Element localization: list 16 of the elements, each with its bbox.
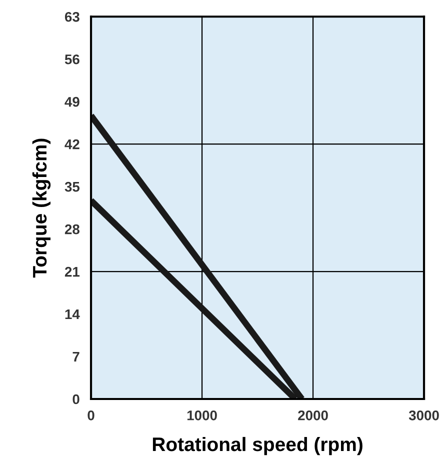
- y-tick-label: 56: [64, 54, 80, 64]
- y-tick-label: 7: [72, 352, 80, 362]
- x-tick-label: 0: [88, 410, 94, 420]
- x-tick-label: 3000: [408, 410, 439, 420]
- x-tick-label: 2000: [298, 410, 328, 420]
- y-tick-label: 63: [64, 12, 80, 22]
- x-tick-label: 1000: [187, 410, 217, 420]
- y-tick-label: 35: [64, 182, 80, 192]
- y-tick-label: 28: [64, 224, 80, 234]
- y-tick-label: 21: [64, 266, 80, 277]
- y-tick-label: 49: [64, 96, 80, 107]
- y-tick-label: 14: [65, 310, 80, 320]
- y-axis-title: Torque (kgfcm): [32, 138, 51, 278]
- x-axis-title: Rotational speed (rpm): [152, 436, 362, 456]
- y-tick-label: 42: [64, 139, 80, 150]
- y-tick-label: 0: [72, 394, 80, 404]
